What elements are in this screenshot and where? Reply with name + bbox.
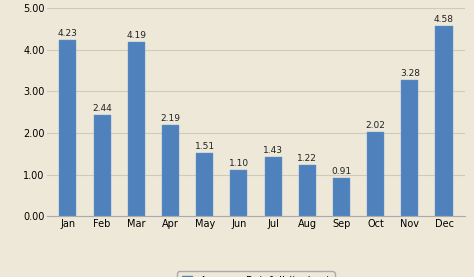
Bar: [299, 165, 316, 216]
Bar: [93, 115, 110, 216]
Bar: [333, 178, 350, 216]
Text: 3.28: 3.28: [400, 69, 420, 78]
Text: 1.51: 1.51: [195, 142, 215, 151]
Bar: [59, 40, 76, 216]
Bar: [196, 153, 213, 216]
Text: 2.19: 2.19: [161, 114, 181, 123]
Bar: [367, 132, 384, 216]
Text: 1.10: 1.10: [229, 159, 249, 168]
Bar: [128, 42, 145, 216]
Bar: [436, 26, 453, 216]
Bar: [401, 80, 419, 216]
Text: 2.02: 2.02: [365, 121, 385, 130]
Bar: [264, 157, 282, 216]
Text: 4.23: 4.23: [58, 29, 78, 38]
Bar: [230, 170, 247, 216]
Text: 2.44: 2.44: [92, 104, 112, 112]
Text: 4.58: 4.58: [434, 15, 454, 24]
Text: 1.43: 1.43: [263, 146, 283, 155]
Legend: Average Rainfall (inches): Average Rainfall (inches): [177, 271, 335, 277]
Text: 4.19: 4.19: [126, 31, 146, 40]
Bar: [162, 125, 179, 216]
Text: 0.91: 0.91: [331, 167, 352, 176]
Text: 1.22: 1.22: [297, 154, 317, 163]
